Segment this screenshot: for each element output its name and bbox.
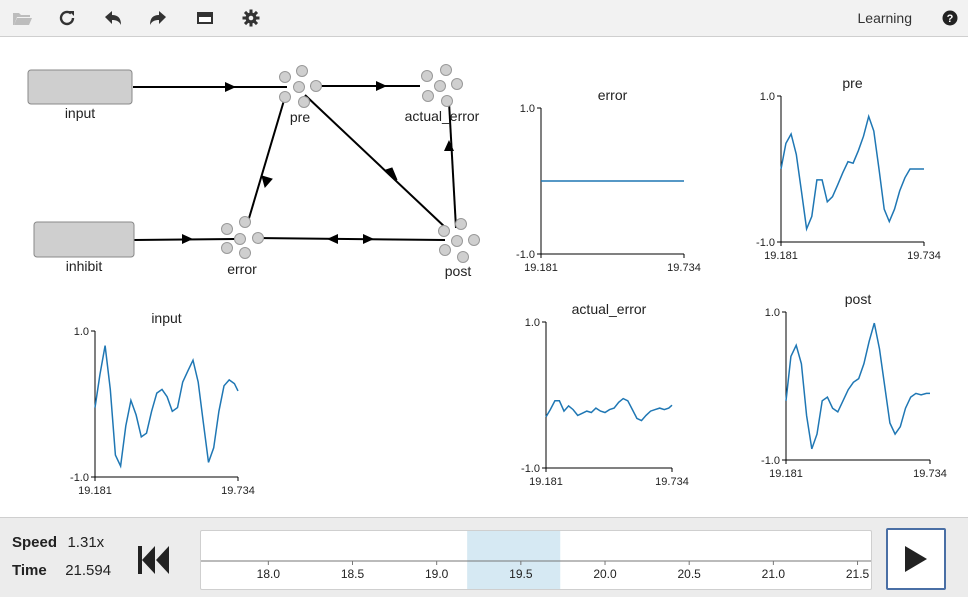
plot-xmin-label: 19.181 bbox=[529, 476, 563, 488]
plot-ymin-label: -1.0 bbox=[761, 455, 780, 467]
minimap-icon[interactable] bbox=[193, 6, 217, 30]
plot-xmax-label: 19.734 bbox=[907, 250, 941, 262]
speed-row: Speed 1.31x bbox=[12, 534, 104, 552]
settings-icon[interactable] bbox=[239, 6, 263, 30]
timeline-tick-label: 19.5 bbox=[509, 567, 533, 581]
plot-xmax-label: 19.734 bbox=[913, 468, 947, 480]
plot-xmin-label: 19.181 bbox=[764, 250, 798, 262]
timeline-window[interactable] bbox=[467, 531, 561, 589]
ensemble-pre-label: pre bbox=[290, 109, 310, 125]
timeline-tick-label: 21.5 bbox=[846, 567, 870, 581]
plot-xmax-label: 19.734 bbox=[655, 476, 689, 488]
timeline-tick-label: 18.0 bbox=[257, 567, 281, 581]
connections bbox=[133, 81, 457, 244]
plot-ymin-label: -1.0 bbox=[70, 472, 89, 484]
connection-post-actual-error[interactable] bbox=[448, 101, 457, 229]
timeline-tick-label: 20.0 bbox=[593, 567, 617, 581]
plot-series-line bbox=[780, 113, 924, 232]
plot-ymax-label: 1.0 bbox=[74, 326, 89, 338]
plot-xmin-label: 19.181 bbox=[769, 468, 803, 480]
folder-open-icon[interactable] bbox=[10, 6, 34, 30]
plot-xmin-label: 19.181 bbox=[78, 485, 112, 497]
node-input-label: input bbox=[65, 105, 95, 121]
plot-title: actual_error bbox=[572, 301, 647, 317]
plot-ymax-label: 1.0 bbox=[525, 317, 540, 329]
undo-icon[interactable] bbox=[101, 6, 125, 30]
help-icon[interactable]: ? bbox=[938, 6, 962, 30]
timeline-tick-label: 18.5 bbox=[341, 567, 365, 581]
plot-title: post bbox=[845, 291, 872, 307]
node-input[interactable]: input bbox=[27, 69, 133, 121]
redo-icon[interactable] bbox=[146, 6, 170, 30]
svg-text:?: ? bbox=[947, 13, 954, 25]
speed-label: Speed bbox=[12, 534, 58, 551]
node-inhibit-label: inhibit bbox=[66, 258, 103, 274]
plot-input[interactable]: input 1.0 -1.019.181 19.734 bbox=[70, 310, 255, 497]
plot-post[interactable]: post 1.0 -1.019.181 19.734 bbox=[761, 291, 947, 480]
time-label: Time bbox=[12, 562, 47, 579]
plot-actual-error[interactable]: actual_error 1.0 -1.019.181 19.734 bbox=[521, 301, 689, 488]
model-title: Learning bbox=[857, 10, 913, 26]
connection-error-post[interactable] bbox=[254, 237, 446, 241]
plot-xmin-label: 19.181 bbox=[524, 262, 558, 274]
ensemble-actual-error[interactable]: actual_error bbox=[405, 64, 480, 125]
plot-ymax-label: 1.0 bbox=[765, 307, 780, 319]
speed-value[interactable]: 1.31x bbox=[67, 534, 105, 551]
plot-xmax-label: 19.734 bbox=[667, 262, 701, 274]
ensemble-pre[interactable]: pre bbox=[279, 65, 322, 126]
network-canvas[interactable]: input inhibit pre actual_error error pos… bbox=[0, 37, 968, 517]
skip-back-icon bbox=[138, 546, 169, 574]
connection-pre-error[interactable] bbox=[246, 96, 286, 226]
ensemble-error-label: error bbox=[227, 261, 257, 277]
time-row: Time 21.594 bbox=[12, 562, 111, 580]
ensemble-error[interactable]: error bbox=[221, 216, 264, 278]
timeline-tick-label: 20.5 bbox=[678, 567, 702, 581]
plot-error[interactable]: error 1.0 -1.019.181 19.734 bbox=[516, 87, 701, 274]
timeline-axis: 18.0 18.5 19.0 19.5 20.0 20.5 21.0 21.5 bbox=[201, 531, 871, 589]
plot-ymin-label: -1.0 bbox=[516, 249, 535, 261]
ensemble-actual-error-label: actual_error bbox=[405, 108, 480, 124]
plot-pre[interactable]: pre 1.0 -1.019.181 19.734 bbox=[756, 75, 941, 262]
play-button[interactable] bbox=[886, 528, 946, 590]
plot-ymin-label: -1.0 bbox=[521, 463, 540, 475]
plot-xmax-label: 19.734 bbox=[221, 485, 255, 497]
ensemble-post-label: post bbox=[445, 263, 472, 279]
connection-pre-post[interactable] bbox=[304, 94, 448, 230]
plot-series-line bbox=[545, 397, 673, 422]
plot-title: error bbox=[598, 87, 628, 103]
toolbar: Learning ? bbox=[0, 0, 968, 37]
plot-ymax-label: 1.0 bbox=[760, 91, 775, 103]
plot-ymax-label: 1.0 bbox=[520, 103, 535, 115]
timeline[interactable]: 18.0 18.5 19.0 19.5 20.0 20.5 21.0 21.5 bbox=[200, 530, 872, 590]
timeline-tick-label: 21.0 bbox=[762, 567, 786, 581]
plot-title: input bbox=[151, 310, 181, 326]
refresh-icon[interactable] bbox=[55, 6, 79, 30]
node-inhibit[interactable]: inhibit bbox=[33, 221, 135, 274]
plot-title: pre bbox=[842, 75, 862, 91]
sim-controls: Speed 1.31x Time 21.594 18.0 18.5 19.0 19.5… bbox=[0, 517, 968, 597]
plot-series-line bbox=[785, 322, 930, 450]
timeline-tick-label: 19.0 bbox=[425, 567, 449, 581]
play-icon bbox=[905, 546, 927, 572]
plot-ymin-label: -1.0 bbox=[756, 237, 775, 249]
time-value: 21.594 bbox=[65, 562, 112, 579]
ensemble-post[interactable]: post bbox=[438, 218, 480, 280]
rewind-button[interactable] bbox=[136, 544, 172, 576]
plot-series-line bbox=[94, 345, 239, 469]
